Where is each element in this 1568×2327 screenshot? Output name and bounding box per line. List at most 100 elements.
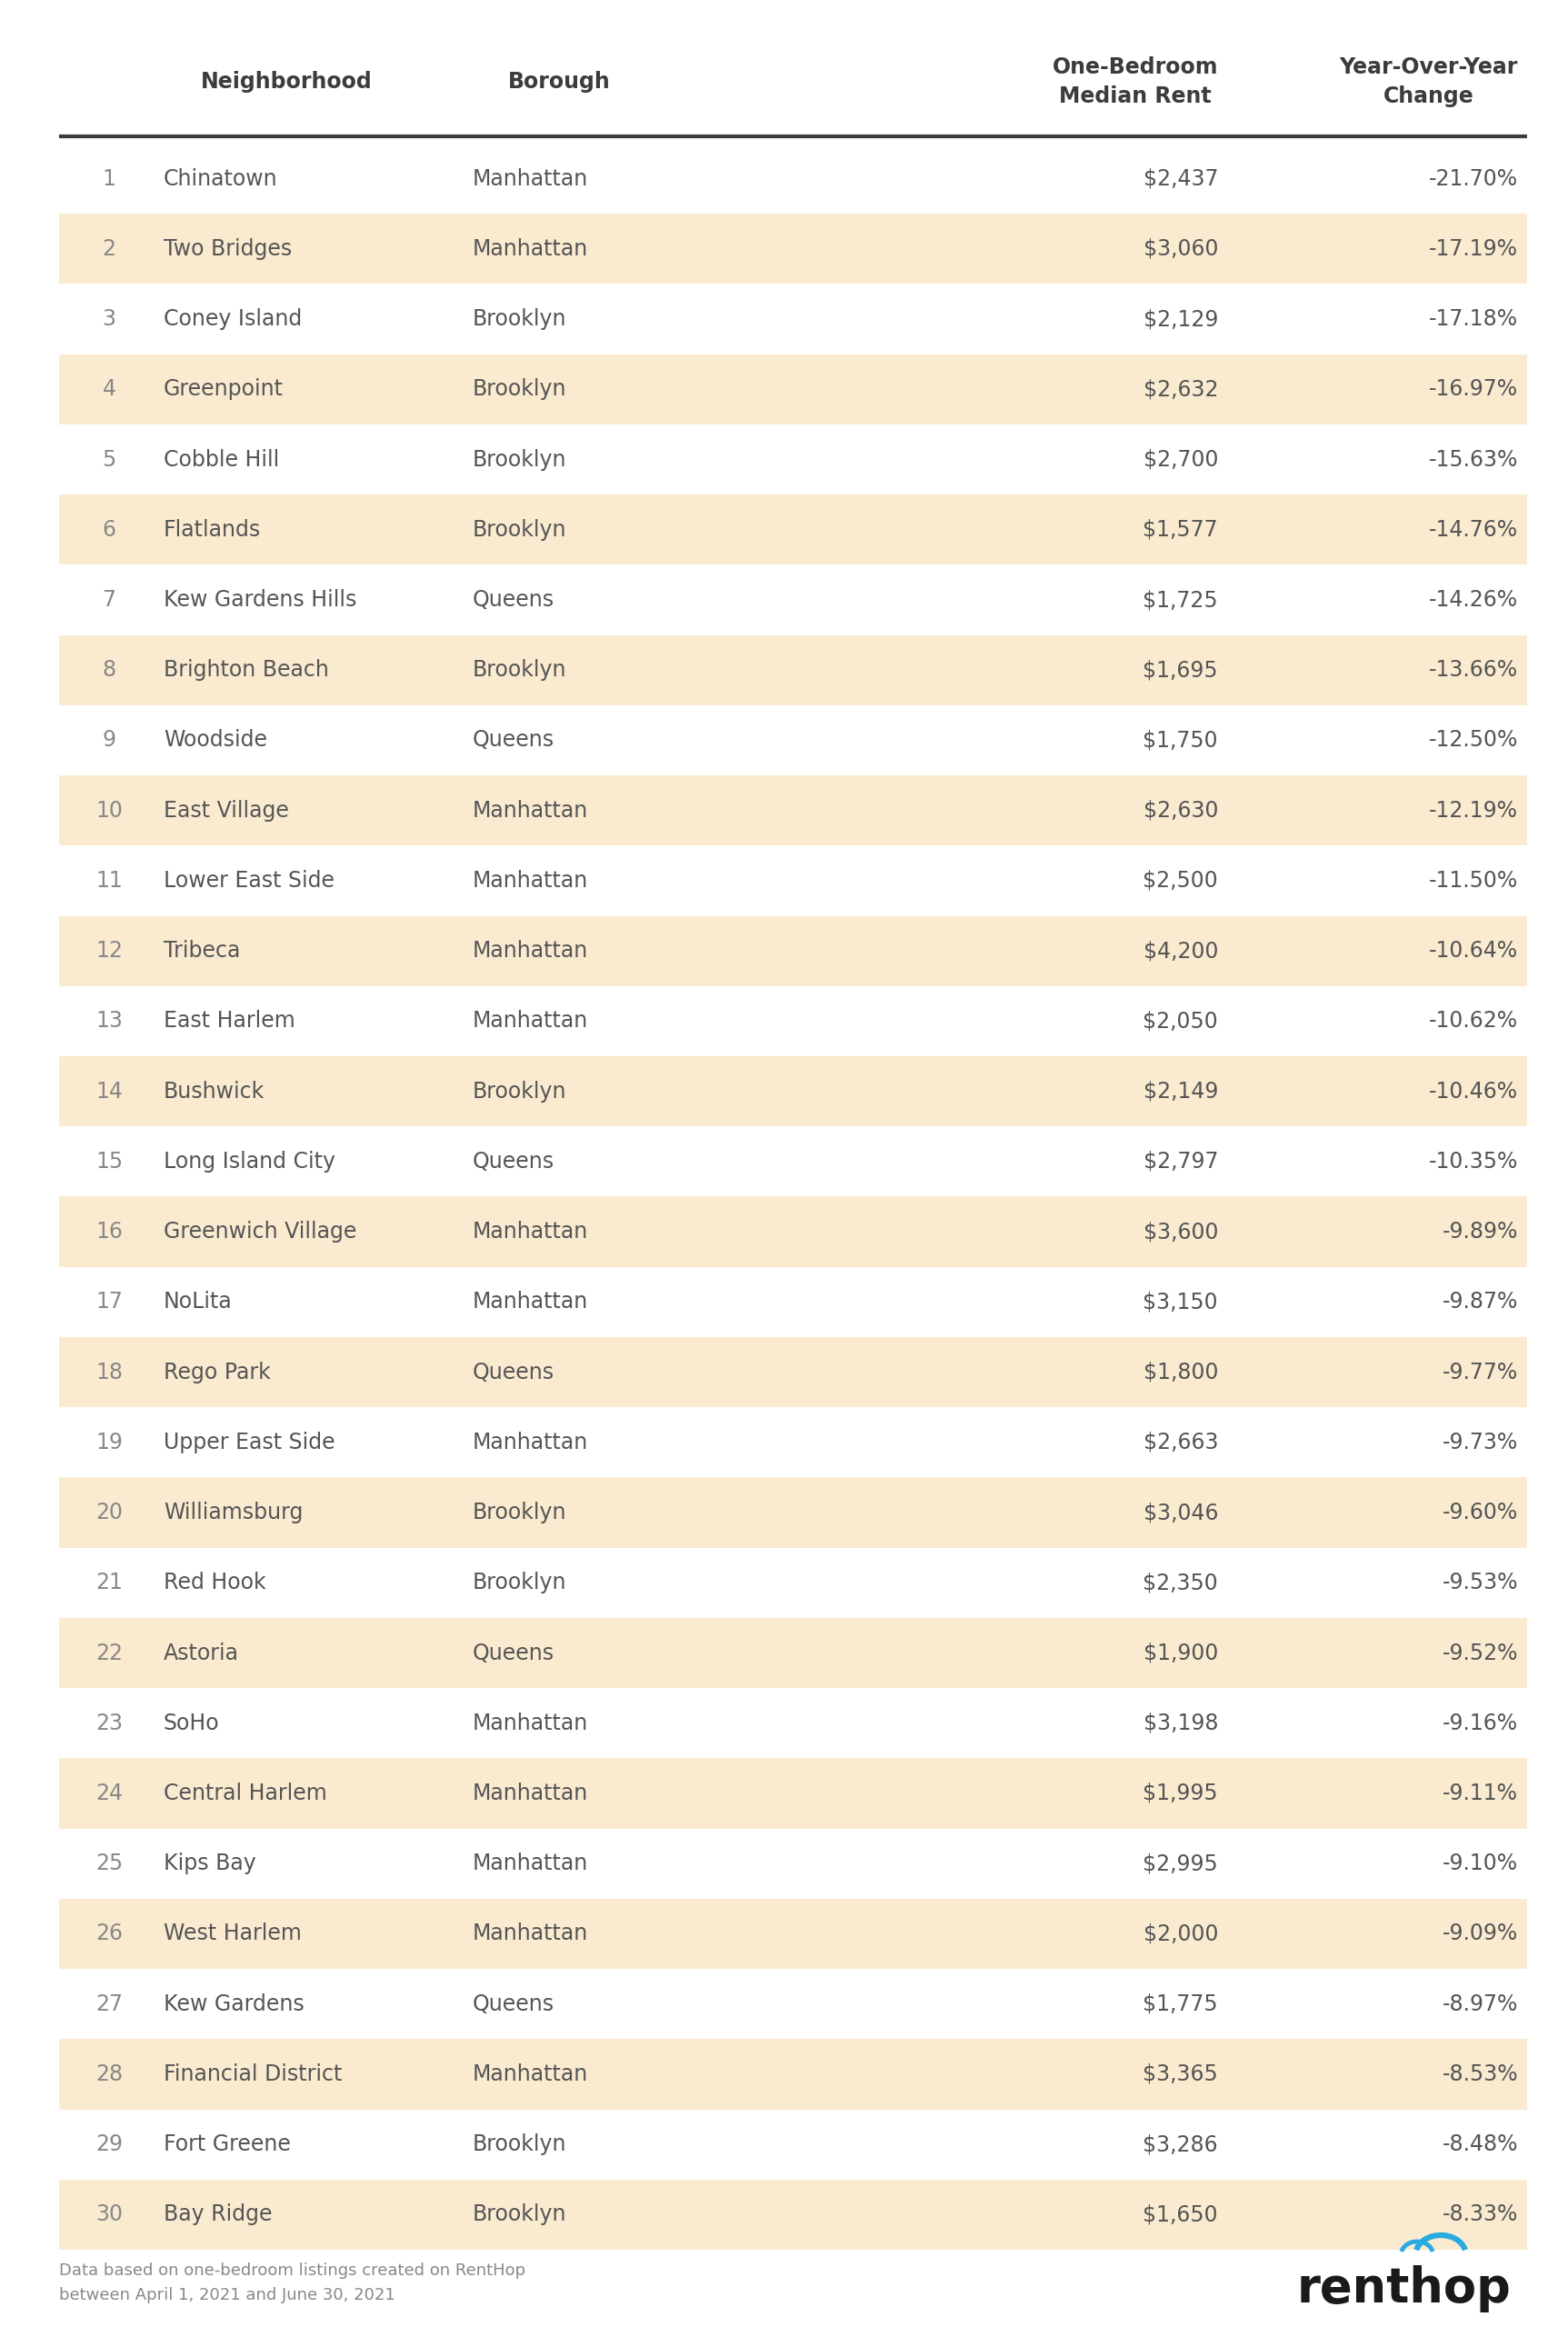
Text: -10.64%: -10.64% bbox=[1428, 940, 1518, 961]
Text: Brooklyn: Brooklyn bbox=[472, 2134, 566, 2155]
Bar bbox=[60, 1759, 1527, 1829]
Text: Brooklyn: Brooklyn bbox=[472, 1080, 566, 1103]
Text: Neighborhood: Neighborhood bbox=[201, 70, 372, 93]
Text: East Harlem: East Harlem bbox=[163, 1010, 295, 1033]
Text: $1,725: $1,725 bbox=[1143, 589, 1218, 612]
Text: $2,500: $2,500 bbox=[1143, 870, 1218, 891]
Text: $3,150: $3,150 bbox=[1143, 1291, 1218, 1312]
Text: -17.18%: -17.18% bbox=[1428, 307, 1518, 330]
Text: -15.63%: -15.63% bbox=[1428, 449, 1518, 470]
Text: $2,050: $2,050 bbox=[1143, 1010, 1218, 1033]
Text: Year-Over-Year
Change: Year-Over-Year Change bbox=[1339, 56, 1518, 107]
Text: -9.09%: -9.09% bbox=[1443, 1922, 1518, 1945]
Text: Brooklyn: Brooklyn bbox=[472, 659, 566, 682]
Text: -10.62%: -10.62% bbox=[1428, 1010, 1518, 1033]
Bar bbox=[60, 705, 1527, 775]
Text: 14: 14 bbox=[96, 1080, 122, 1103]
Text: 15: 15 bbox=[96, 1150, 122, 1173]
Text: Manhattan: Manhattan bbox=[472, 1852, 588, 1876]
Text: $2,000: $2,000 bbox=[1143, 1922, 1218, 1945]
Bar bbox=[60, 1829, 1527, 1899]
Text: Manhattan: Manhattan bbox=[472, 1922, 588, 1945]
Bar bbox=[60, 2108, 1527, 2180]
Text: renthop: renthop bbox=[1297, 2264, 1512, 2313]
Text: -9.77%: -9.77% bbox=[1443, 1361, 1518, 1382]
Text: 26: 26 bbox=[96, 1922, 122, 1945]
Text: -10.35%: -10.35% bbox=[1428, 1150, 1518, 1173]
Text: Rego Park: Rego Park bbox=[163, 1361, 271, 1382]
Bar bbox=[60, 1478, 1527, 1547]
Bar bbox=[60, 214, 1527, 284]
Text: -21.70%: -21.70% bbox=[1428, 168, 1518, 188]
Text: Financial District: Financial District bbox=[163, 2064, 342, 2085]
Text: Queens: Queens bbox=[472, 1994, 555, 2015]
Text: Tribeca: Tribeca bbox=[163, 940, 240, 961]
Text: -10.46%: -10.46% bbox=[1428, 1080, 1518, 1103]
Text: 12: 12 bbox=[96, 940, 122, 961]
Text: $3,365: $3,365 bbox=[1143, 2064, 1218, 2085]
Text: $2,632: $2,632 bbox=[1143, 379, 1218, 400]
Bar bbox=[60, 1266, 1527, 1338]
Text: 4: 4 bbox=[102, 379, 116, 400]
Text: -13.66%: -13.66% bbox=[1428, 659, 1518, 682]
Bar bbox=[60, 1196, 1527, 1266]
Text: $3,060: $3,060 bbox=[1143, 237, 1218, 261]
Text: Manhattan: Manhattan bbox=[472, 2064, 588, 2085]
Text: $2,663: $2,663 bbox=[1143, 1431, 1218, 1454]
Text: $2,350: $2,350 bbox=[1143, 1573, 1218, 1594]
Text: 25: 25 bbox=[96, 1852, 122, 1876]
Text: $3,198: $3,198 bbox=[1143, 1713, 1218, 1734]
Text: 27: 27 bbox=[96, 1994, 122, 2015]
Text: Manhattan: Manhattan bbox=[472, 1431, 588, 1454]
Text: 22: 22 bbox=[96, 1643, 122, 1664]
Bar bbox=[60, 987, 1527, 1056]
Text: $2,797: $2,797 bbox=[1143, 1150, 1218, 1173]
Text: Bay Ridge: Bay Ridge bbox=[163, 2204, 273, 2225]
Text: $2,129: $2,129 bbox=[1143, 307, 1218, 330]
Bar bbox=[60, 1126, 1527, 1196]
Text: 17: 17 bbox=[96, 1291, 122, 1312]
Text: -14.76%: -14.76% bbox=[1428, 519, 1518, 540]
Text: -8.33%: -8.33% bbox=[1443, 2204, 1518, 2225]
Text: $1,800: $1,800 bbox=[1143, 1361, 1218, 1382]
Text: Brooklyn: Brooklyn bbox=[472, 307, 566, 330]
Text: 8: 8 bbox=[102, 659, 116, 682]
Bar bbox=[60, 917, 1527, 987]
Text: Manhattan: Manhattan bbox=[472, 800, 588, 821]
Text: Long Island City: Long Island City bbox=[163, 1150, 336, 1173]
Bar bbox=[60, 1547, 1527, 1617]
Text: -9.60%: -9.60% bbox=[1443, 1501, 1518, 1524]
Text: Red Hook: Red Hook bbox=[163, 1573, 267, 1594]
Text: $2,437: $2,437 bbox=[1143, 168, 1218, 188]
Bar bbox=[60, 1687, 1527, 1759]
Text: Queens: Queens bbox=[472, 1361, 555, 1382]
Text: 21: 21 bbox=[96, 1573, 122, 1594]
Bar bbox=[60, 424, 1527, 496]
Text: Manhattan: Manhattan bbox=[472, 870, 588, 891]
Text: Queens: Queens bbox=[472, 728, 555, 752]
Text: Manhattan: Manhattan bbox=[472, 1713, 588, 1734]
Bar bbox=[60, 1617, 1527, 1687]
Text: Queens: Queens bbox=[472, 1150, 555, 1173]
Text: 6: 6 bbox=[102, 519, 116, 540]
Text: Manhattan: Manhattan bbox=[472, 1010, 588, 1033]
Text: $2,149: $2,149 bbox=[1143, 1080, 1218, 1103]
Text: $1,775: $1,775 bbox=[1143, 1994, 1218, 2015]
Text: -9.52%: -9.52% bbox=[1443, 1643, 1518, 1664]
Text: Woodside: Woodside bbox=[163, 728, 267, 752]
Bar bbox=[60, 1056, 1527, 1126]
Text: 28: 28 bbox=[96, 2064, 122, 2085]
Text: between April 1, 2021 and June 30, 2021: between April 1, 2021 and June 30, 2021 bbox=[60, 2287, 395, 2304]
Text: Coney Island: Coney Island bbox=[163, 307, 303, 330]
Text: Greenpoint: Greenpoint bbox=[163, 379, 284, 400]
Bar bbox=[60, 775, 1527, 845]
Text: Manhattan: Manhattan bbox=[472, 940, 588, 961]
Bar bbox=[60, 565, 1527, 635]
Text: $1,750: $1,750 bbox=[1143, 728, 1218, 752]
Text: Williamsburg: Williamsburg bbox=[163, 1501, 303, 1524]
Text: 1: 1 bbox=[102, 168, 116, 188]
Bar bbox=[60, 2038, 1527, 2108]
Text: Kips Bay: Kips Bay bbox=[163, 1852, 256, 1876]
Text: NoLita: NoLita bbox=[163, 1291, 232, 1312]
Text: -12.50%: -12.50% bbox=[1428, 728, 1518, 752]
